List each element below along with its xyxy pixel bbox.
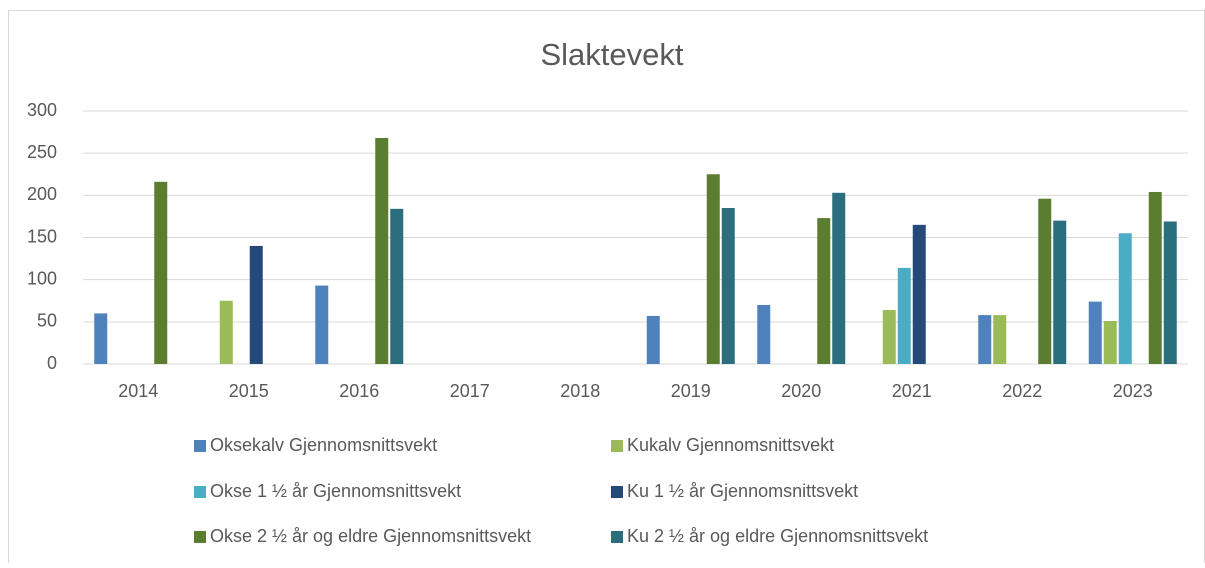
legend-swatch xyxy=(194,486,206,498)
legend-label: Okse 2 ½ år og eldre Gjennomsnittsvekt xyxy=(210,526,531,546)
bar xyxy=(249,245,263,364)
x-tick-label: 2017 xyxy=(450,381,490,401)
bar xyxy=(912,224,926,364)
legend-swatch xyxy=(611,486,623,498)
bar xyxy=(757,304,771,364)
legend-label: Okse 1 ½ år Gjennomsnittsvekt xyxy=(210,481,461,501)
bar xyxy=(1163,221,1177,364)
bar xyxy=(646,315,660,364)
bar xyxy=(978,315,992,364)
legend-label: Ku 1 ½ år Gjennomsnittsvekt xyxy=(627,481,858,501)
bar xyxy=(375,137,389,364)
x-tick-label: 2015 xyxy=(229,381,269,401)
legend-label: Oksekalv Gjennomsnittsvekt xyxy=(210,435,437,455)
bar xyxy=(1148,191,1162,364)
y-tick-label: 200 xyxy=(27,184,57,204)
bar xyxy=(1118,233,1132,364)
y-tick-label: 300 xyxy=(27,100,57,120)
chart-frame xyxy=(8,10,1205,568)
bar xyxy=(897,267,911,364)
bar xyxy=(1038,198,1052,364)
legend-label: Ku 2 ½ år og eldre Gjennomsnittsvekt xyxy=(627,526,928,546)
bar xyxy=(94,313,108,364)
legend-label: Kukalv Gjennomsnittsvekt xyxy=(627,435,834,455)
x-tick-label: 2019 xyxy=(671,381,711,401)
legend-swatch xyxy=(194,531,206,543)
bar xyxy=(721,207,735,364)
bar xyxy=(154,181,168,364)
bar xyxy=(832,192,846,364)
bar xyxy=(390,208,404,364)
x-tick-label: 2021 xyxy=(892,381,932,401)
legend-swatch xyxy=(611,531,623,543)
bar xyxy=(1088,301,1102,364)
x-tick-label: 2020 xyxy=(781,381,821,401)
bar xyxy=(219,300,233,364)
y-tick-label: 250 xyxy=(27,142,57,162)
bar xyxy=(817,218,831,364)
x-tick-label: 2014 xyxy=(118,381,158,401)
y-tick-label: 150 xyxy=(27,226,57,246)
y-tick-label: 100 xyxy=(27,268,57,288)
y-tick-label: 50 xyxy=(37,311,57,331)
x-tick-label: 2016 xyxy=(339,381,379,401)
x-tick-label: 2023 xyxy=(1113,381,1153,401)
bar xyxy=(1053,220,1067,364)
x-tick-label: 2022 xyxy=(1002,381,1042,401)
bar xyxy=(706,174,720,364)
x-tick-label: 2018 xyxy=(560,381,600,401)
bar xyxy=(315,285,329,364)
legend-swatch xyxy=(194,440,206,452)
chart-title: Slaktevekt xyxy=(540,37,683,72)
legend-swatch xyxy=(611,440,623,452)
y-tick-label: 0 xyxy=(47,353,57,373)
bar xyxy=(1103,320,1117,364)
bar xyxy=(882,310,896,364)
bar xyxy=(993,315,1007,364)
